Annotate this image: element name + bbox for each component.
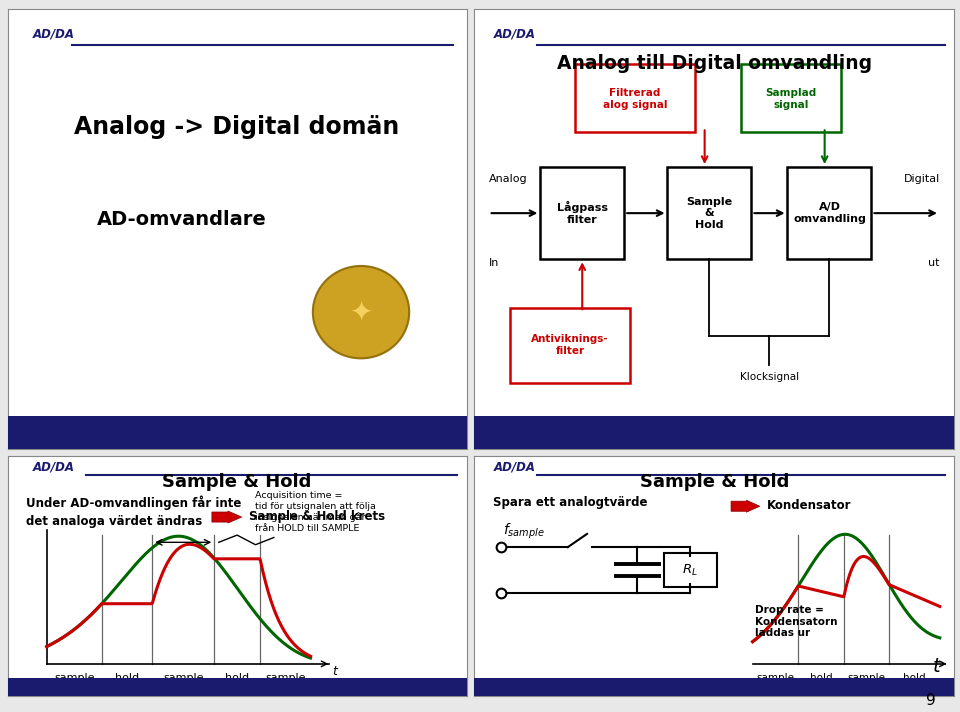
Text: Spara ett analogtvärde: Spara ett analogtvärde xyxy=(493,496,648,509)
Text: hold: hold xyxy=(115,673,139,683)
Text: Analog: Analog xyxy=(489,174,527,184)
Text: In: In xyxy=(489,258,499,268)
Text: ut: ut xyxy=(928,258,940,268)
FancyBboxPatch shape xyxy=(664,553,716,587)
Text: Sample & Hold krets: Sample & Hold krets xyxy=(249,510,385,523)
Text: $f_{sample}$: $f_{sample}$ xyxy=(503,522,545,541)
Text: Klocksignal: Klocksignal xyxy=(740,372,799,382)
Text: hold: hold xyxy=(809,673,832,683)
Text: AD/DA: AD/DA xyxy=(493,27,536,40)
Text: Filtrerad
alog signal: Filtrerad alog signal xyxy=(603,88,667,110)
Text: sample: sample xyxy=(848,673,886,683)
FancyBboxPatch shape xyxy=(575,63,695,132)
Text: Digital: Digital xyxy=(903,174,940,184)
Text: AD/DA: AD/DA xyxy=(33,27,75,40)
Text: Lågpass
filter: Lågpass filter xyxy=(557,201,608,225)
Text: $R_L$: $R_L$ xyxy=(683,562,698,577)
FancyBboxPatch shape xyxy=(787,167,872,259)
Text: hold: hold xyxy=(903,673,926,683)
Text: sample: sample xyxy=(163,673,204,683)
Text: Acquisition time =
tid för utsignalen att följa
insignalen när man går
från HOLD: Acquisition time = tid för utsignalen at… xyxy=(255,491,376,533)
Bar xyxy=(474,679,954,696)
FancyArrow shape xyxy=(732,501,759,512)
Text: AD/DA: AD/DA xyxy=(33,460,75,473)
Text: AD/DA: AD/DA xyxy=(493,460,536,473)
Text: det analoga värdet ändras: det analoga värdet ändras xyxy=(26,515,203,528)
Text: Sample & Hold: Sample & Hold xyxy=(639,473,789,491)
Text: ✦: ✦ xyxy=(349,298,372,326)
Text: Samplad
signal: Samplad signal xyxy=(765,88,817,110)
FancyArrow shape xyxy=(212,511,242,523)
Text: A/D
omvandling: A/D omvandling xyxy=(793,202,866,224)
Text: $t$: $t$ xyxy=(332,665,340,678)
Bar xyxy=(8,416,467,449)
Text: Kondensator: Kondensator xyxy=(767,499,852,512)
Text: $t$: $t$ xyxy=(932,657,943,676)
Text: sample: sample xyxy=(756,673,795,683)
FancyBboxPatch shape xyxy=(511,308,630,382)
FancyBboxPatch shape xyxy=(667,167,752,259)
Text: Antiviknings-
filter: Antiviknings- filter xyxy=(532,335,609,356)
Bar xyxy=(474,416,954,449)
Text: Drop rate =
Kondensatorn
laddas ur: Drop rate = Kondensatorn laddas ur xyxy=(755,605,837,639)
Text: sample: sample xyxy=(54,673,94,683)
Text: AD-omvandlare: AD-omvandlare xyxy=(97,210,267,229)
Text: hold: hold xyxy=(225,673,250,683)
Circle shape xyxy=(313,266,409,358)
Text: Sample
&
Hold: Sample & Hold xyxy=(686,197,732,230)
Text: sample: sample xyxy=(265,673,305,683)
Text: 9: 9 xyxy=(926,693,936,708)
Text: Under AD-omvandlingen får inte: Under AD-omvandlingen får inte xyxy=(26,496,241,511)
FancyBboxPatch shape xyxy=(741,63,841,132)
Text: Analog till Digital omvandling: Analog till Digital omvandling xyxy=(557,54,872,73)
Bar xyxy=(8,679,467,696)
Text: Analog -> Digital domän: Analog -> Digital domän xyxy=(75,115,399,140)
Text: Sample & Hold: Sample & Hold xyxy=(162,473,312,491)
FancyBboxPatch shape xyxy=(540,167,624,259)
